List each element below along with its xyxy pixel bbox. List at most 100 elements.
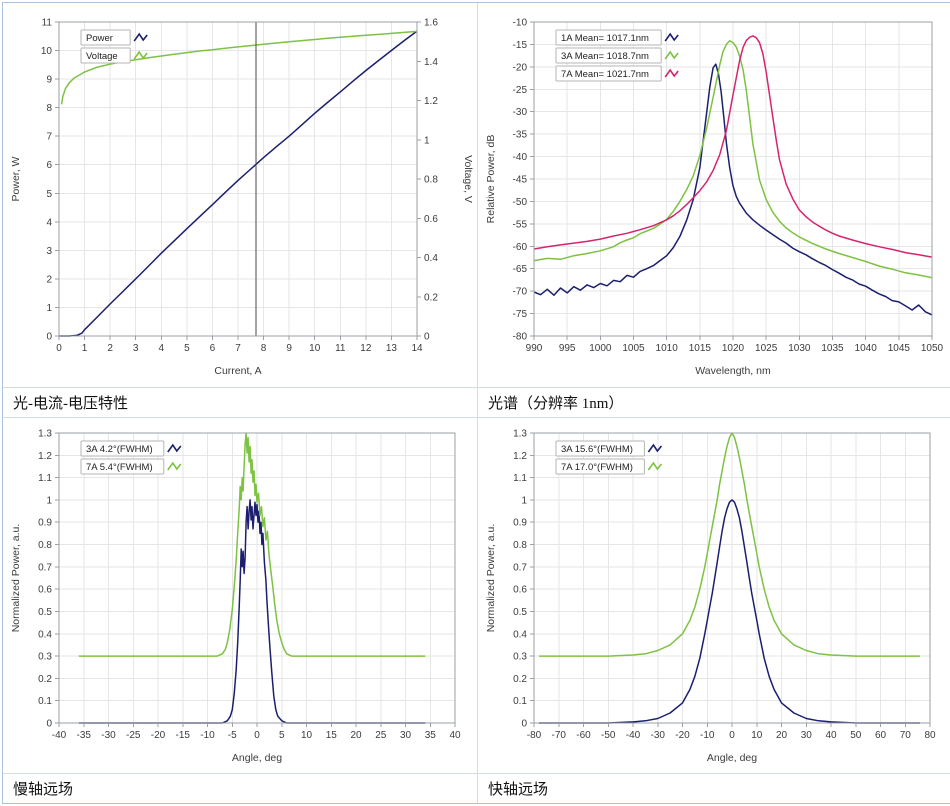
y2-tick-label: 1.4 xyxy=(424,57,438,68)
y-tick-label: 0.1 xyxy=(38,696,52,707)
y-tick-label: -40 xyxy=(513,152,528,163)
y-tick-label: 0.2 xyxy=(513,674,527,685)
x-tick-label: 11 xyxy=(335,343,346,354)
caption-fast-axis: 快轴远场 xyxy=(477,773,950,803)
y-tick-label: 1.3 xyxy=(513,429,527,440)
x-tick-label: -70 xyxy=(552,730,567,741)
legend-entry-label: 3A 4.2°(FWHM) xyxy=(86,444,153,455)
x-tick-label: 1 xyxy=(82,343,88,354)
legend-line-sample-icon xyxy=(167,443,182,453)
liv-chart-cell: 0 1 2 3 4 5 6 7 8 9 10 11 12 13 14 0 1 2 3 4 5 6 7 8 9 10 11 0 0.2 0.… xyxy=(3,3,477,387)
y-tick-label: 8 xyxy=(46,103,52,114)
x-tick-label: 3 xyxy=(133,343,139,354)
y2-tick-label: 0.8 xyxy=(424,175,438,186)
x-tick-label: -5 xyxy=(228,730,237,741)
y-tick-label: 0.5 xyxy=(513,607,527,618)
legend-entry-box[interactable] xyxy=(80,29,131,46)
x-tick-label: 1000 xyxy=(589,343,612,354)
y-tick-label: 0.3 xyxy=(38,652,52,663)
legend-entry-box[interactable] xyxy=(555,440,645,457)
legend-entry-label: Power xyxy=(86,33,113,44)
y2-tick-label: 0.4 xyxy=(424,253,438,264)
x-tick-label: 1045 xyxy=(888,343,911,354)
legend-entry-box[interactable] xyxy=(555,29,662,46)
slow-axis-far-field-svg: -40 -35 -30 -25 -20 -15 -10 -5 0 5 10 15 20 25 30 35 400… xyxy=(10,429,461,765)
x-tick-label: 990 xyxy=(526,343,543,354)
y-tick-label: -30 xyxy=(513,107,528,118)
y-tick-label: 0.5 xyxy=(38,607,52,618)
x-tick-label: 50 xyxy=(850,730,862,741)
liv-chart[interactable]: 0 1 2 3 4 5 6 7 8 9 10 11 12 13 14 0 1 2 3 4 5 6 7 8 9 10 11 0 0.2 0.… xyxy=(5,6,477,382)
legend-line-sample-icon xyxy=(133,50,148,60)
x-axis-label: Wavelength, nm xyxy=(695,365,771,377)
y-tick-label: -55 xyxy=(513,219,528,230)
x-tick-label: 0 xyxy=(254,730,260,741)
legend-entry-box[interactable] xyxy=(80,440,165,457)
legend-entry-label: 3A Mean= 1018.7nm xyxy=(561,51,649,62)
x-tick-label: 1025 xyxy=(755,343,778,354)
y-tick-label: -20 xyxy=(513,62,528,73)
y-tick-label: -70 xyxy=(513,287,528,298)
x-tick-label: 5 xyxy=(184,343,190,354)
x-tick-label: -35 xyxy=(77,730,92,741)
y-tick-label: 0 xyxy=(521,719,527,730)
y-tick-label: 0.4 xyxy=(513,629,527,640)
y-tick-label: -35 xyxy=(513,130,528,141)
legend-line-sample-icon xyxy=(664,68,679,78)
spectrum-chart[interactable]: 990 995 1000 1005 1010 1015 1020 1025 1030 1035 10… xyxy=(480,6,950,382)
series-7a-5-4-fwhm- xyxy=(78,432,426,657)
legend-entry-box[interactable] xyxy=(80,458,165,475)
x-tick-label: -25 xyxy=(126,730,141,741)
x-tick-label: -50 xyxy=(601,730,616,741)
x-tick-label: -30 xyxy=(101,730,116,741)
y-tick-label: 6 xyxy=(46,160,52,171)
x-tick-label: -40 xyxy=(52,730,67,741)
y-tick-label: 0.7 xyxy=(38,562,52,573)
legend-entry-box[interactable] xyxy=(555,65,662,82)
y-tick-label: -10 xyxy=(513,18,528,29)
fast-axis-chart-cell: -80 -70 -60 -50 -40 -30 -20 -10 0 10 20 30 40 50 60 70 8… xyxy=(477,417,950,773)
x-axis-label: Angle, deg xyxy=(232,752,282,764)
legend-entry-box[interactable] xyxy=(555,47,662,64)
caption-spectrum-text: 光谱（分辨率 1nm） xyxy=(488,396,624,412)
x-tick-label: 2 xyxy=(107,343,113,354)
series-3a-mean-1018-7nm xyxy=(533,40,933,279)
y-axis-label: Relative Power, dB xyxy=(485,135,497,224)
caption-liv-text: 光-电流-电压特性 xyxy=(13,396,128,412)
y-tick-label: 9 xyxy=(46,75,52,86)
legend-line-sample-icon xyxy=(647,443,663,453)
x-tick-label: 1040 xyxy=(855,343,878,354)
x-tick-label: 1030 xyxy=(788,343,811,354)
x-tick-label: 60 xyxy=(875,730,887,741)
y-tick-label: 1.2 xyxy=(38,451,52,462)
slow-axis-chart-cell: -40 -35 -30 -25 -20 -15 -10 -5 0 5 10 15 20 25 30 35 40 0… xyxy=(3,417,477,773)
x-tick-label: 40 xyxy=(825,730,837,741)
x-tick-label: -15 xyxy=(176,730,191,741)
slow-axis-chart[interactable]: -40 -35 -30 -25 -20 -15 -10 -5 0 5 10 15 20 25 30 35 40 0… xyxy=(5,421,477,769)
y-axis-label: Power, W xyxy=(10,156,22,201)
y-tick-label: 1 xyxy=(46,303,52,314)
spectrum-chart-cell: 990 995 1000 1005 1010 1015 1020 1025 1030 1035 10… xyxy=(477,3,950,387)
series-3a-4-2-fwhm- xyxy=(78,499,426,724)
y-tick-label: -75 xyxy=(513,309,528,320)
x-tick-label: 8 xyxy=(261,343,267,354)
y-tick-label: 0.2 xyxy=(38,674,52,685)
y-tick-label: 0.6 xyxy=(38,585,52,596)
legend-entry-box[interactable] xyxy=(80,47,131,64)
y-tick-label: 2 xyxy=(46,274,52,285)
x-tick-label: 80 xyxy=(924,730,936,741)
series-7a-mean-1021-7nm xyxy=(533,35,933,258)
y-tick-label: 3 xyxy=(46,246,52,257)
series-voltage xyxy=(60,30,418,105)
fast-axis-chart[interactable]: -80 -70 -60 -50 -40 -30 -20 -10 0 10 20 30 40 50 60 70 8… xyxy=(480,421,950,769)
y-tick-label: 1.1 xyxy=(513,473,527,484)
x-tick-label: 6 xyxy=(210,343,216,354)
x-tick-label: 9 xyxy=(286,343,292,354)
caption-slow-axis: 慢轴远场 xyxy=(3,773,477,803)
y-tick-label: -25 xyxy=(513,85,528,96)
legend-entry-label: 3A 15.6°(FWHM) xyxy=(561,444,633,455)
legend-entry-label: 7A 5.4°(FWHM) xyxy=(86,462,153,473)
legend-entry-box[interactable] xyxy=(555,458,645,475)
y-tick-label: -80 xyxy=(513,332,528,343)
x-tick-label: 0 xyxy=(729,730,735,741)
